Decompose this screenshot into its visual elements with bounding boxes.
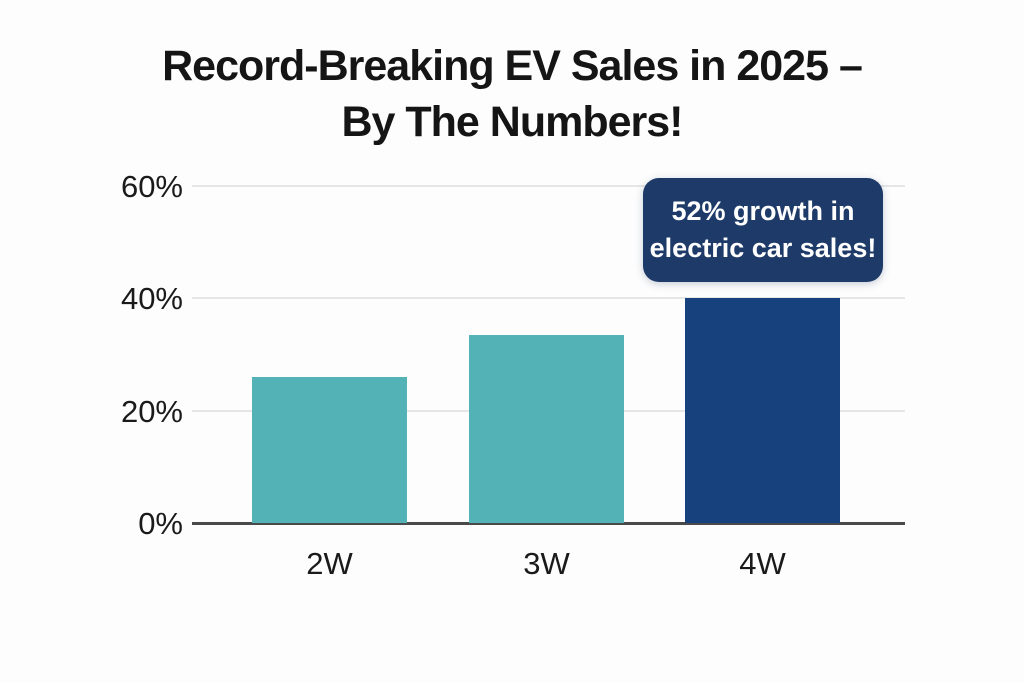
bar-2w: [252, 376, 407, 523]
y-tick-label-60pct: 60%: [120, 169, 183, 204]
y-tick-label-20pct: 20%: [120, 393, 183, 429]
x-tick-label-3w: 3W: [523, 546, 570, 581]
bar-4w: [685, 298, 840, 523]
x-axis-line: [192, 522, 905, 525]
chart-title-line2: By The Numbers!: [341, 98, 683, 146]
y-tick-label-0pct: 0%: [138, 506, 183, 541]
chart-title-line1: Record-Breaking EV Sales in 2025 –: [162, 42, 863, 90]
annotation-callout: 52% growth in electric car sales!: [643, 178, 883, 282]
gridline-60: [192, 185, 905, 187]
x-tick-label-4w: 4W: [739, 546, 786, 581]
annotation-line2: electric car sales!: [649, 233, 877, 263]
chart-title: Record-Breaking EV Sales in 2025 – By The…: [0, 38, 1024, 150]
x-tick-label-2w: 2W: [306, 546, 353, 581]
gridline-40: [192, 297, 905, 300]
annotation-line1: 52% growth in: [671, 196, 855, 226]
bar-3w: [469, 334, 624, 523]
y-tick-label-40pct: 40%: [120, 281, 183, 317]
